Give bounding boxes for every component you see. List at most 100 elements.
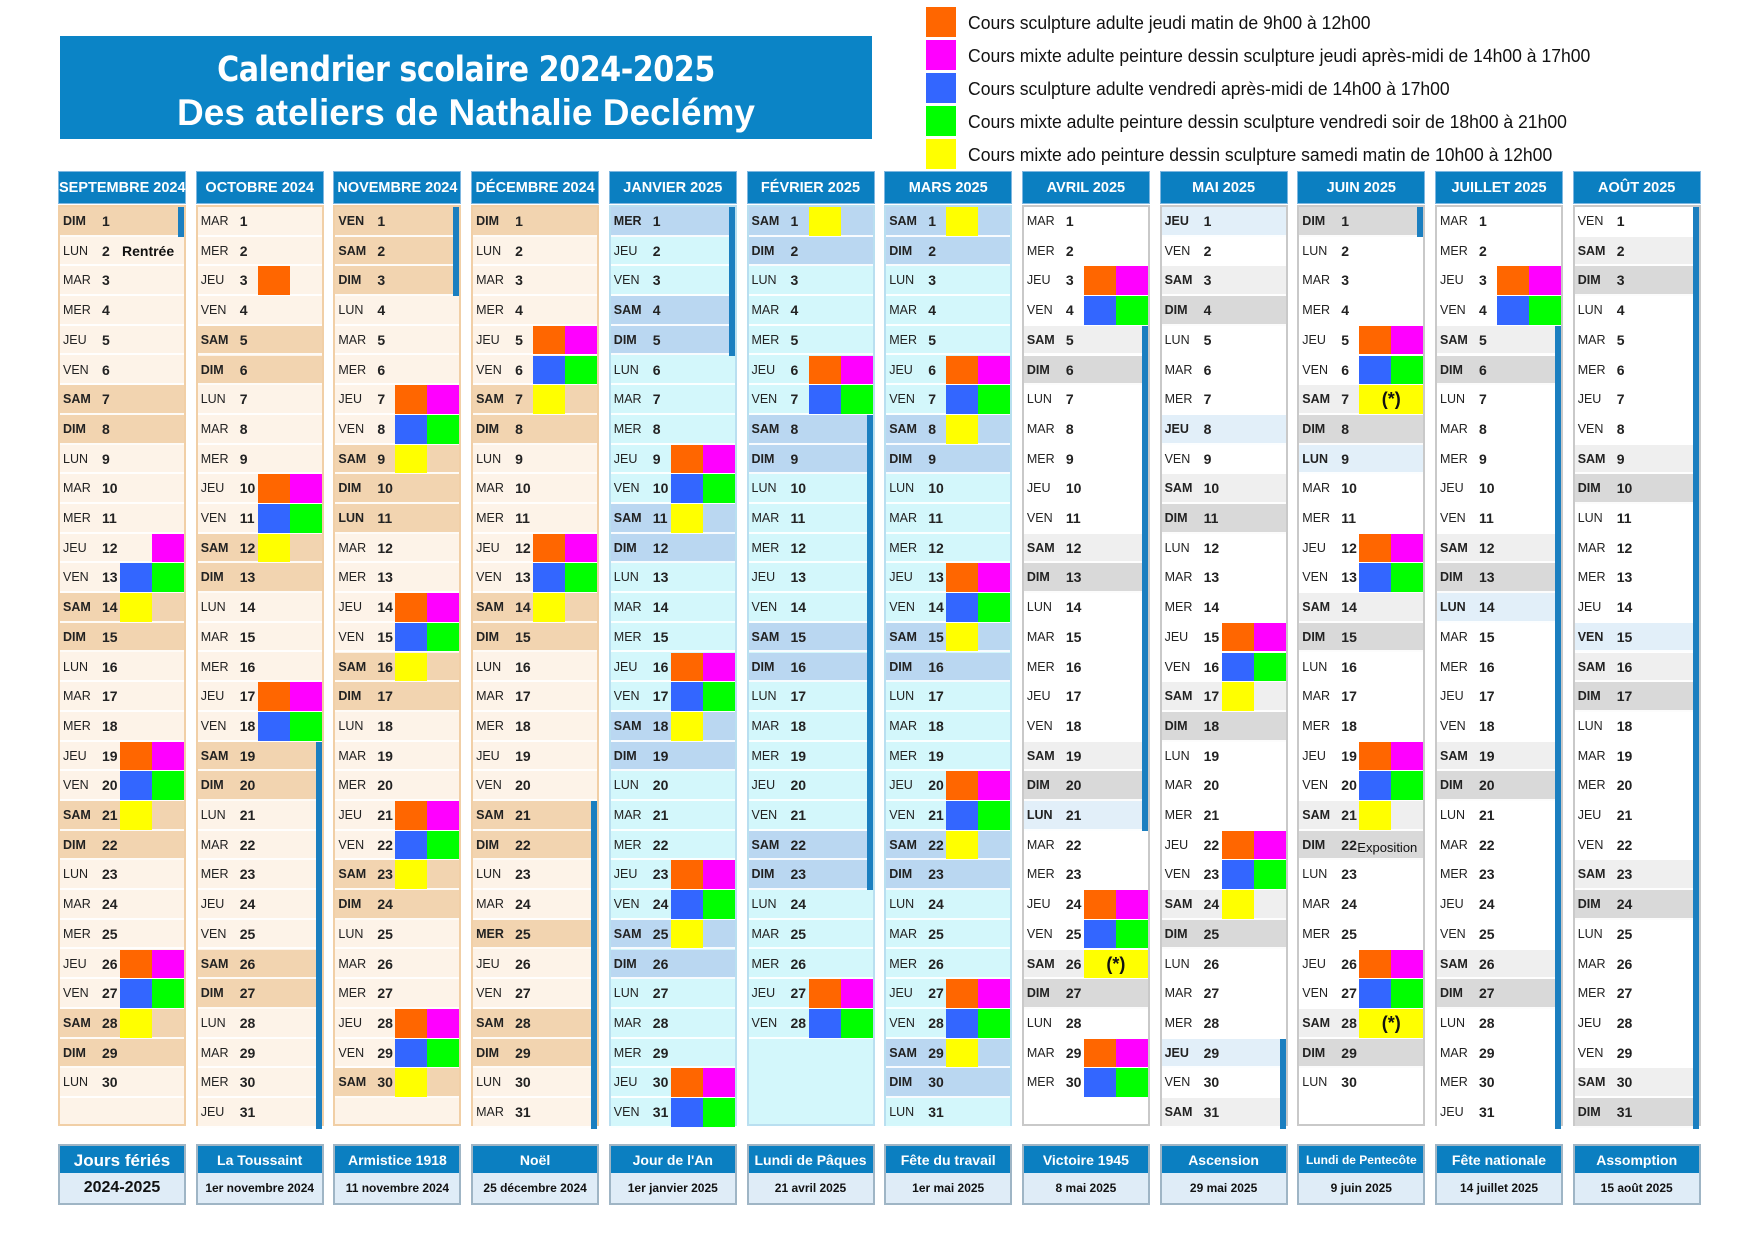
day-of-week: MAR	[1164, 986, 1193, 1001]
day-of-week: LUN	[1577, 718, 1603, 733]
day-of-week: SAM	[476, 1015, 504, 1030]
day-row: MER 20	[1574, 771, 1699, 802]
vacation-bar	[315, 1068, 322, 1099]
course-block-g	[978, 801, 1011, 830]
holiday-date: 1er novembre 2024	[195, 1173, 324, 1205]
day-number: 29	[928, 1044, 944, 1061]
day-number: 2	[102, 242, 110, 259]
vacation-bar	[315, 919, 322, 951]
day-number: 1	[239, 213, 248, 229]
day-of-week: LUN	[1026, 1015, 1052, 1030]
day-number: 6	[515, 361, 523, 378]
day-number: 30	[1616, 1074, 1633, 1091]
day-number: 1	[1203, 213, 1212, 229]
day-number: 21	[377, 807, 393, 823]
course-block-m	[1391, 533, 1424, 563]
vacation-bar	[1141, 533, 1148, 565]
day-row: MAR 7	[610, 385, 735, 415]
day-row: MAR 10	[60, 474, 184, 504]
day-of-week: MAR	[889, 718, 917, 733]
day-row: DIM 13	[1023, 563, 1148, 595]
day-number: 20	[1341, 777, 1357, 794]
vacation-bar	[1279, 1098, 1286, 1129]
vacation-bar	[1692, 830, 1699, 862]
course-block-y	[946, 830, 979, 860]
month-column: JEU 1 VEN 2 SAM 3 DIM 4 LUN 5 MAR 6 MER 7 JEU 8 VEN 9 SAM 1…	[1159, 205, 1288, 1129]
day-row: SAM 9	[1574, 444, 1699, 476]
day-row: SAM 8	[748, 414, 873, 446]
day-number: 13	[1341, 569, 1357, 586]
day-number: 6	[1341, 361, 1350, 378]
title-line-1: Calendrier scolaire 2024-2025	[217, 50, 715, 90]
day-row: VEN 30	[1161, 1068, 1286, 1099]
course-block-o	[120, 949, 152, 979]
day-row: LUN 3	[748, 266, 873, 297]
day-of-week: MER	[200, 659, 229, 674]
day-of-week: MAR	[1577, 540, 1606, 555]
holiday-name: Armistice 1918	[333, 1144, 462, 1173]
day-row: SAM 26 (*)	[1023, 949, 1148, 980]
day-of-week: MAR	[200, 837, 229, 852]
day-of-week: SAM	[338, 451, 367, 466]
day-row: JEU 19	[473, 741, 598, 772]
day-of-week: VEN	[751, 392, 778, 407]
day-number: 11	[377, 510, 393, 526]
day-row: JEU 6	[886, 355, 1011, 386]
day-number: 22	[377, 836, 393, 853]
holiday-date: 25 décembre 2024	[471, 1173, 600, 1205]
course-block-o	[395, 1008, 428, 1038]
day-row: SAM 29	[886, 1038, 1011, 1069]
day-row: SAM 24	[1161, 890, 1286, 920]
course-block-g	[1253, 652, 1286, 682]
day-number: 13	[377, 569, 393, 586]
day-number: 31	[1479, 1104, 1495, 1120]
day-of-week: VEN	[1164, 451, 1191, 466]
day-of-week: MER	[1164, 392, 1193, 407]
day-number: 5	[928, 331, 936, 348]
course-block-b	[1359, 355, 1392, 385]
day-row: MER 29	[610, 1038, 735, 1069]
day-of-week: MER	[889, 332, 917, 347]
day-of-week: SAM	[1302, 808, 1331, 822]
day-row: SAM 1	[748, 207, 873, 237]
vacation-bar	[1692, 504, 1699, 535]
day-of-week: MER	[200, 1075, 229, 1090]
course-block-o	[808, 979, 841, 1008]
day-row: MER 25	[60, 919, 184, 950]
day-row: VEN 9	[1161, 444, 1286, 475]
day-number: 1	[1065, 213, 1074, 229]
day-number: 15	[377, 628, 393, 645]
day-number: 20	[790, 777, 807, 794]
day-row: DIM 27	[197, 979, 322, 1010]
day-number: 24	[928, 896, 944, 913]
day-of-week: DIM	[63, 1045, 86, 1060]
day-row: JEU 7	[335, 385, 460, 415]
vacation-bar	[728, 266, 735, 298]
course-block-y	[670, 711, 703, 741]
day-row: MAR 3	[1299, 266, 1424, 297]
course-block-o	[533, 325, 566, 355]
vacation-bar	[453, 236, 460, 268]
day-number: 25	[515, 925, 531, 942]
day-of-week: JEU	[1577, 1015, 1602, 1030]
day-number: 6	[1203, 361, 1212, 378]
day-of-week: MER	[1440, 659, 1468, 674]
day-row: JEU 12	[60, 533, 184, 564]
day-of-week: MER	[1026, 1075, 1055, 1090]
day-row: MAR 22	[1023, 830, 1148, 861]
day-row: LUN 9	[60, 444, 184, 475]
day-number: 25	[1341, 925, 1357, 942]
day-row: LUN 21	[1437, 801, 1561, 832]
day-row: SAM 3	[1161, 266, 1286, 297]
day-number: 13	[652, 569, 669, 586]
holiday-date: 1er janvier 2025	[608, 1173, 737, 1205]
vacation-bar	[1141, 325, 1148, 357]
day-of-week: VEN	[613, 481, 640, 496]
day-number: 2	[515, 242, 523, 259]
day-row: MAR 29	[1023, 1038, 1148, 1069]
day-number: 5	[239, 331, 248, 348]
day-number: 19	[1479, 747, 1495, 764]
day-of-week: DIM	[613, 540, 637, 555]
vacation-bar	[866, 533, 873, 565]
day-of-week: DIM	[476, 837, 500, 852]
